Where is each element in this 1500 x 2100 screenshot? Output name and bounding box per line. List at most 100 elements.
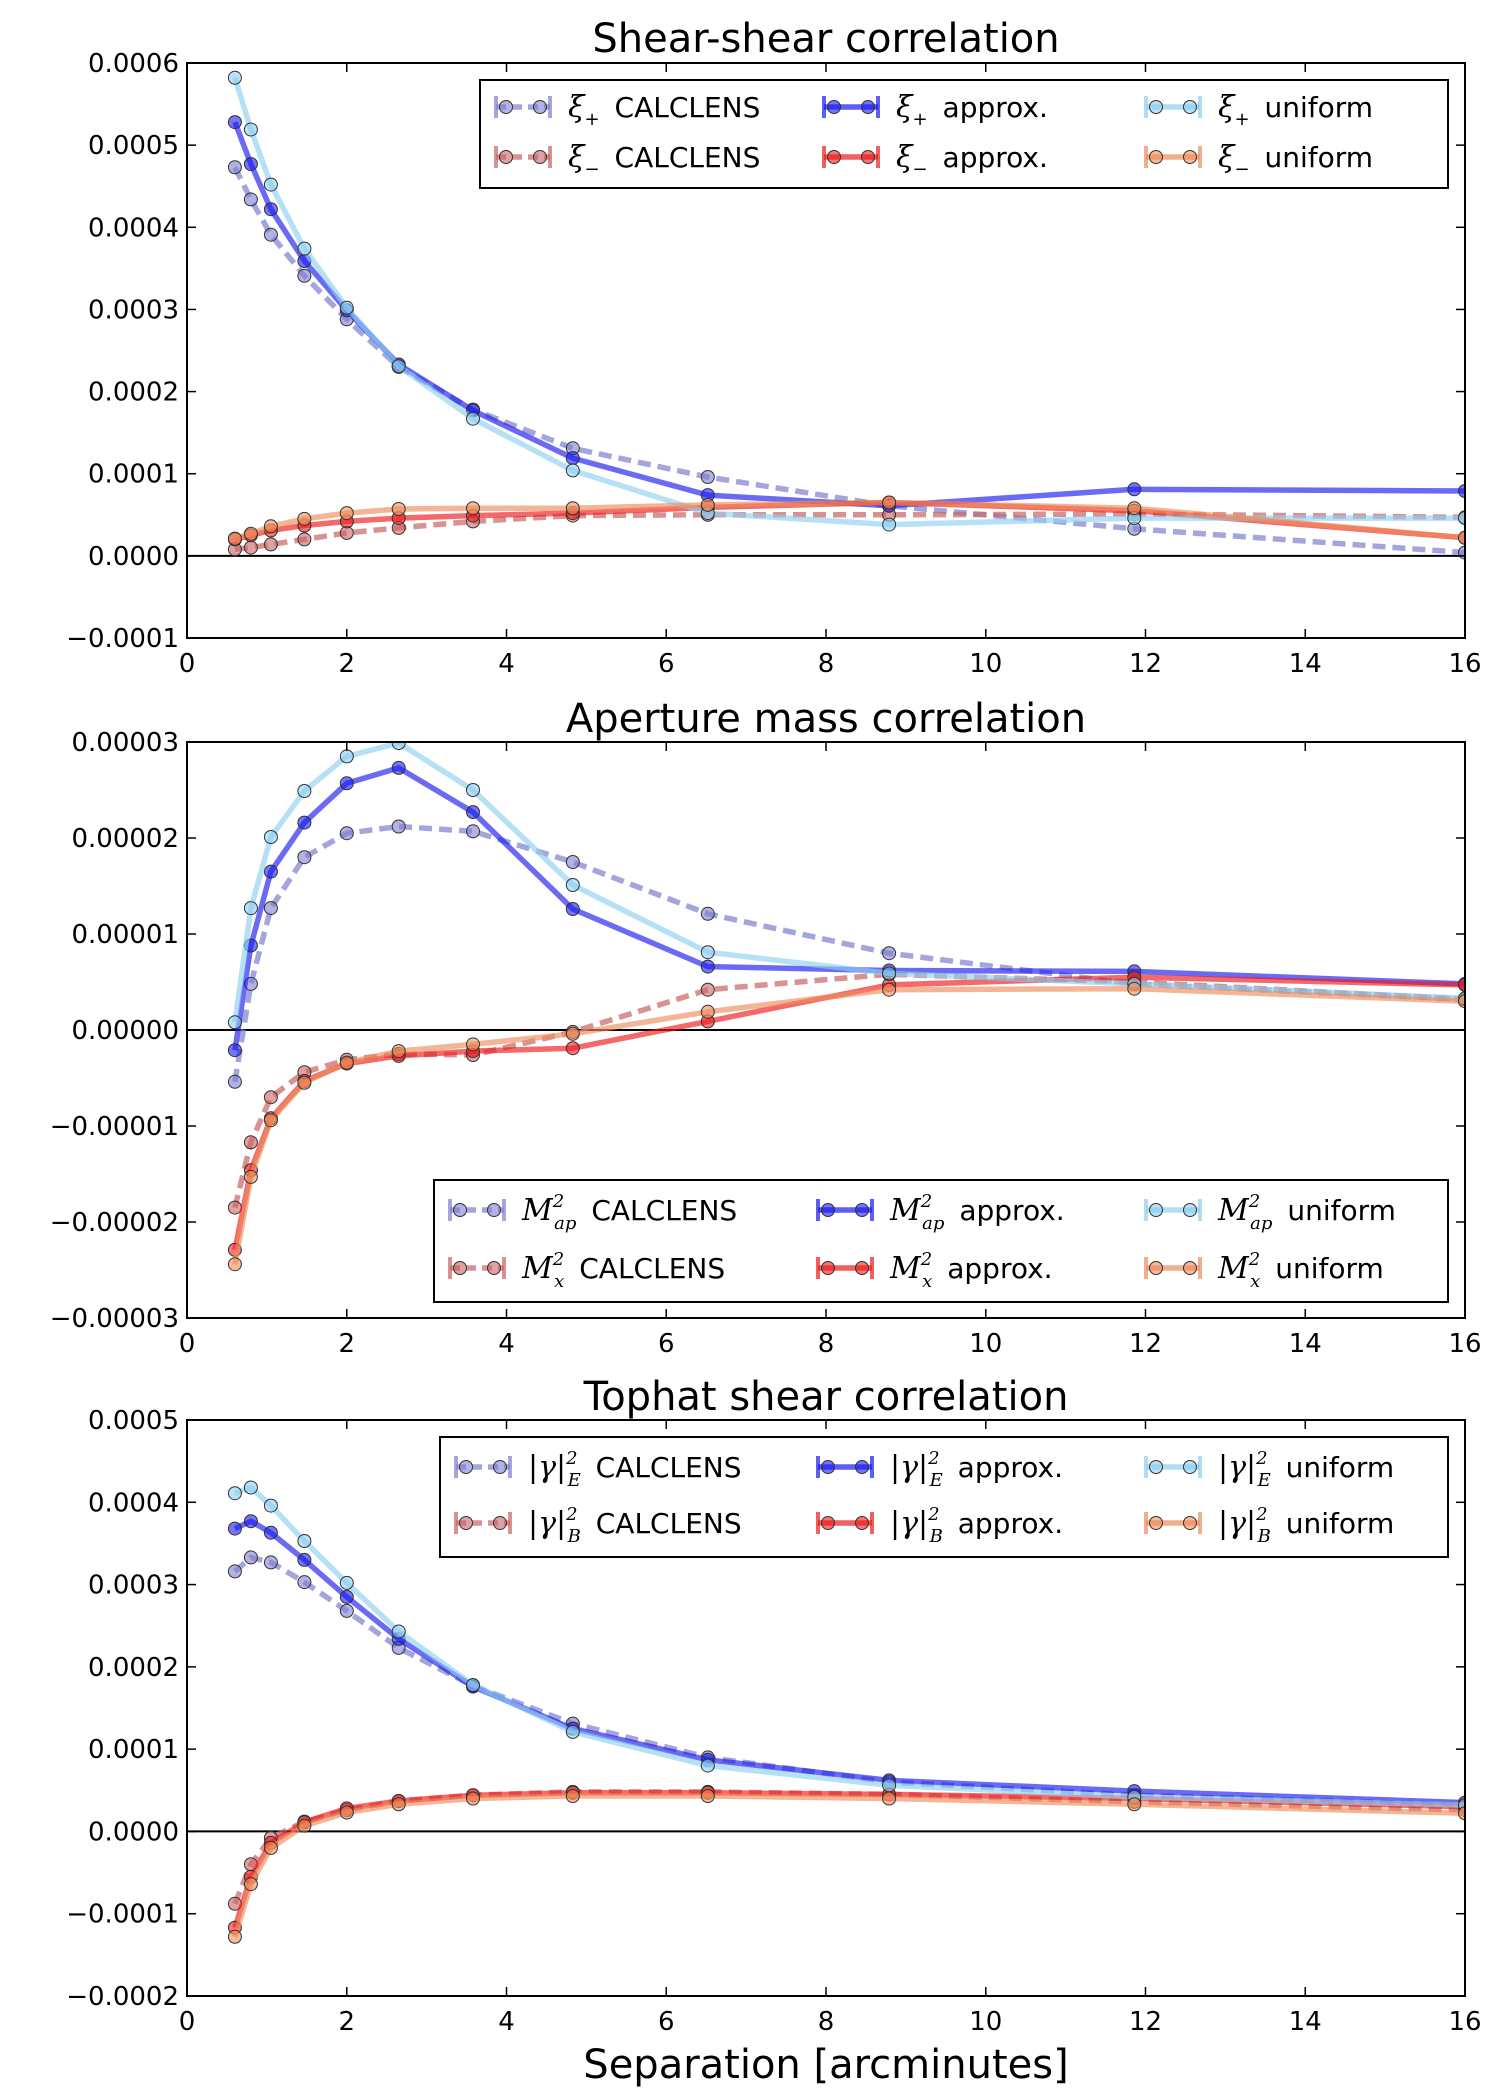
x-tick-label: 8 (818, 649, 835, 679)
legend-marker (855, 1460, 869, 1474)
y-tick-label: 0.00001 (71, 920, 179, 950)
x-tick-label: 16 (1448, 1329, 1481, 1359)
legend-marker (821, 1460, 835, 1474)
x-axis-label: Separation [arcminutes] (583, 2042, 1068, 2088)
x-tick-label: 10 (969, 2007, 1002, 2037)
series-line-uniform-5 (232, 1793, 1465, 1938)
data-point (882, 517, 897, 532)
x-tick-label: 0 (179, 2007, 196, 2037)
legend-symbol: M2 x CALCLENS (521, 1249, 725, 1292)
legend-item: ξ− approx. (822, 140, 1048, 180)
data-point (227, 160, 242, 175)
legend-marker (821, 1203, 835, 1217)
data-point (227, 1521, 242, 1536)
series-line-uniform-5 (232, 985, 1465, 1265)
data-point (391, 1797, 406, 1812)
data-point (227, 1257, 242, 1272)
data-point (339, 300, 354, 315)
legend-symbol: ξ+ CALCLENS (568, 90, 760, 130)
data-point (565, 1789, 580, 1803)
data-point (466, 1678, 480, 1692)
data-point (339, 506, 354, 521)
series-group (227, 70, 1465, 560)
series-line-approx-2 (233, 1518, 1465, 1806)
data-point (1127, 981, 1142, 996)
legend-marker (533, 100, 547, 114)
legend-marker (453, 1203, 467, 1217)
data-point (1127, 482, 1142, 497)
data-point (227, 1564, 242, 1579)
data-point (700, 1758, 715, 1773)
y-tick-label: 0.0000 (88, 542, 179, 572)
y-tick-label: 0.0006 (88, 49, 179, 79)
data-point (297, 268, 312, 283)
legend-marker (499, 100, 513, 114)
data-point (565, 1724, 580, 1739)
y-tick-label: 0.0004 (88, 213, 179, 243)
y-tick-label: −0.00002 (50, 1208, 179, 1238)
legend-item: ξ+ approx. (822, 90, 1048, 130)
legend-item: |γ|2 B uniform (1144, 1504, 1394, 1547)
y-tick-label: 0.0002 (88, 1653, 179, 1683)
data-point (243, 122, 258, 137)
data-point (882, 495, 897, 510)
series-line-approx-2 (232, 765, 1465, 1051)
data-point (700, 982, 715, 997)
legend-marker (1183, 100, 1197, 114)
series-line-calclens-0 (233, 1554, 1465, 1808)
legend-marker (493, 1460, 507, 1474)
data-point (339, 1055, 354, 1070)
x-tick-label: 12 (1129, 1329, 1162, 1359)
data-point (1458, 1806, 1465, 1821)
legend-symbol: M2 x uniform (1217, 1249, 1384, 1292)
legend-marker (855, 1261, 869, 1275)
x-tick-label: 8 (818, 2007, 835, 2037)
data-point (339, 826, 354, 841)
y-tick-label: −0.00003 (50, 1304, 179, 1334)
series-line-uniform-4 (232, 742, 1465, 1023)
x-tick-label: 10 (969, 649, 1002, 679)
legend-marker (459, 1460, 473, 1474)
data-point (297, 815, 312, 830)
data-point (243, 157, 258, 171)
y-tick-label: 0.0005 (88, 1406, 179, 1436)
y-tick-label: 0.0001 (88, 1735, 179, 1765)
legend-box (433, 1179, 1449, 1303)
data-point (227, 1929, 242, 1944)
legend-item: ξ− uniform (1144, 140, 1373, 180)
data-point (263, 202, 278, 217)
data-point (565, 463, 580, 478)
data-point (243, 1135, 258, 1150)
y-tick-label: 0.00002 (71, 824, 179, 854)
legend-item: |γ|2 B CALCLENS (454, 1504, 742, 1547)
data-point (227, 1486, 242, 1501)
data-point (565, 451, 580, 466)
legend-marker (1149, 1460, 1163, 1474)
legend-item: ξ− CALCLENS (494, 140, 760, 180)
x-tick-label: 12 (1129, 2007, 1162, 2037)
y-tick-label: 0.0005 (88, 131, 179, 161)
legend-marker (827, 150, 841, 164)
data-point (882, 982, 897, 997)
legend-symbol: |γ|2 E approx. (890, 1448, 1063, 1491)
legend-marker (493, 1516, 507, 1530)
data-point (227, 115, 242, 130)
y-tick-label: 0.0000 (88, 1817, 179, 1847)
series-group (227, 1480, 1465, 1944)
legend-marker (1183, 150, 1197, 164)
series-line-approx-3 (232, 1790, 1465, 1929)
legend-symbol: ξ+ uniform (1218, 90, 1373, 130)
data-point (263, 1113, 278, 1128)
legend: M2 ap CALCLENS M2 x CALCLENS M2 ap approx. M2 x… (433, 1179, 1449, 1303)
x-tick-label: 4 (498, 1329, 515, 1359)
subplot-3: Tophat shear correlation 0 2 4 6 8 10 12 14 16 −0.… (66, 1374, 1481, 2088)
legend-marker (1149, 1516, 1163, 1530)
data-point (227, 1074, 242, 1089)
x-tick-label: 16 (1448, 2007, 1481, 2037)
x-tick-label: 16 (1448, 649, 1481, 679)
data-point (263, 864, 278, 879)
data-point (1458, 530, 1465, 545)
legend-item: ξ+ uniform (1144, 90, 1373, 130)
legend-marker (499, 150, 513, 164)
legend-symbol: |γ|2 E uniform (1218, 1448, 1394, 1491)
